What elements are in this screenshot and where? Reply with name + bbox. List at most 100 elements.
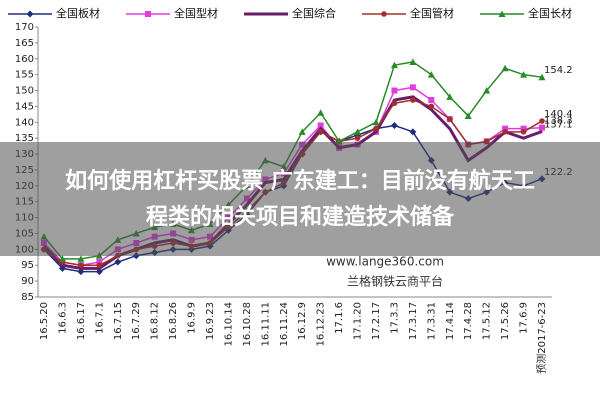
y-tick-label: 170: [15, 22, 34, 33]
marker: [61, 264, 63, 266]
x-tick-label: 17.5.12: [482, 302, 493, 340]
legend-label: 全国板材: [56, 6, 100, 20]
x-tick-label: 17.3.31: [426, 302, 437, 340]
x-tick-label: 16.11.24: [279, 302, 290, 347]
marker: [502, 125, 509, 132]
legend-label: 全国管材: [410, 6, 454, 20]
y-tick-label: 85: [21, 292, 34, 303]
marker: [375, 131, 377, 133]
marker: [409, 84, 416, 91]
x-tick-label: 17.5.26: [500, 302, 511, 340]
marker: [393, 99, 395, 101]
end-value-label: 137.1: [544, 120, 573, 131]
x-tick-label: 16.10.28: [242, 302, 253, 347]
legend-label: 全国型材: [174, 6, 218, 20]
x-tick-label: 16.10.14: [223, 302, 234, 347]
marker: [483, 87, 491, 94]
end-value-label: 138.3: [544, 116, 573, 127]
marker: [114, 258, 122, 266]
marker: [409, 128, 417, 136]
x-tick-label: 16.7.1: [94, 302, 105, 334]
marker: [391, 87, 398, 94]
marker: [538, 73, 546, 81]
marker: [520, 129, 527, 135]
marker: [96, 259, 103, 266]
x-tick-label: 16.7.15: [113, 302, 124, 340]
y-tick-label: 155: [15, 70, 34, 81]
marker: [410, 97, 416, 103]
x-tick-label: 16.9.9: [187, 302, 198, 334]
marker: [298, 128, 306, 135]
x-tick-label: 17.3.3: [389, 302, 400, 334]
end-value-label: 154.2: [544, 65, 573, 76]
overlay-text: 如何使用杠杆买股票 广东建工：目前没有航天工: [65, 168, 535, 194]
watermark: www.lange360.com: [326, 255, 444, 269]
marker: [520, 125, 527, 132]
marker: [77, 255, 85, 262]
x-tick-label: 17.1.6: [334, 302, 345, 334]
x-tick-label: 16.9.23: [205, 302, 216, 340]
marker: [430, 109, 432, 111]
marker: [409, 58, 417, 65]
marker: [317, 109, 325, 116]
marker: [523, 137, 525, 139]
y-tick-label: 135: [15, 133, 34, 144]
marker: [354, 128, 362, 135]
x-tick-label: 17.1.20: [353, 302, 364, 340]
marker: [390, 61, 398, 69]
watermark: 兰格钢铁云商平台: [347, 274, 443, 289]
marker: [501, 64, 509, 72]
legend-label: 全国综合: [292, 6, 336, 20]
x-tick-label: 预测2017-6-23: [535, 302, 548, 374]
y-tick-label: 95: [21, 260, 34, 271]
legend-marker: [381, 11, 387, 17]
overlay-text: 程类的相关项目和建造技术储备: [146, 204, 455, 230]
marker: [539, 124, 545, 131]
marker: [317, 122, 324, 129]
x-tick-label: 17.6.9: [519, 302, 530, 334]
marker: [464, 112, 472, 119]
overlay-band: [0, 142, 600, 256]
marker: [372, 118, 380, 126]
x-tick-label: 16.7.29: [131, 302, 142, 340]
marker: [449, 128, 451, 130]
marker: [80, 267, 82, 269]
marker: [58, 255, 66, 262]
y-tick-label: 140: [15, 117, 34, 128]
marker: [78, 262, 84, 269]
x-tick-label: 17.4.14: [445, 302, 456, 340]
legend-marker: [145, 11, 151, 17]
legend-marker: [498, 10, 506, 17]
x-tick-label: 16.12.23: [316, 302, 327, 347]
x-tick-label: 16.11.11: [260, 302, 271, 347]
y-tick-label: 90: [21, 276, 34, 287]
marker: [96, 262, 103, 269]
x-tick-label: 16.8.26: [168, 302, 179, 340]
x-tick-label: 17.2.17: [371, 302, 382, 340]
y-tick-label: 160: [15, 54, 34, 65]
y-tick-label: 150: [15, 86, 34, 97]
y-tick-label: 145: [15, 101, 34, 112]
legend-marker: [26, 10, 34, 18]
marker: [539, 118, 545, 124]
marker: [502, 129, 508, 135]
end-value-label: 140.4: [544, 109, 573, 120]
x-tick-label: 17.3.17: [408, 302, 419, 340]
marker: [373, 125, 379, 132]
x-tick-label: 16.12.9: [297, 302, 308, 340]
marker: [520, 71, 528, 78]
legend-label: 全国长材: [528, 6, 572, 20]
x-tick-label: 16.6.3: [57, 302, 68, 334]
marker: [541, 131, 543, 133]
marker: [446, 116, 453, 122]
marker: [390, 121, 398, 129]
x-tick-label: 16.8.12: [150, 302, 161, 340]
marker: [98, 267, 100, 269]
marker: [320, 128, 322, 130]
marker: [428, 103, 435, 110]
marker: [412, 96, 414, 98]
marker: [427, 71, 435, 78]
marker: [428, 97, 435, 104]
y-tick-label: 165: [15, 38, 34, 49]
